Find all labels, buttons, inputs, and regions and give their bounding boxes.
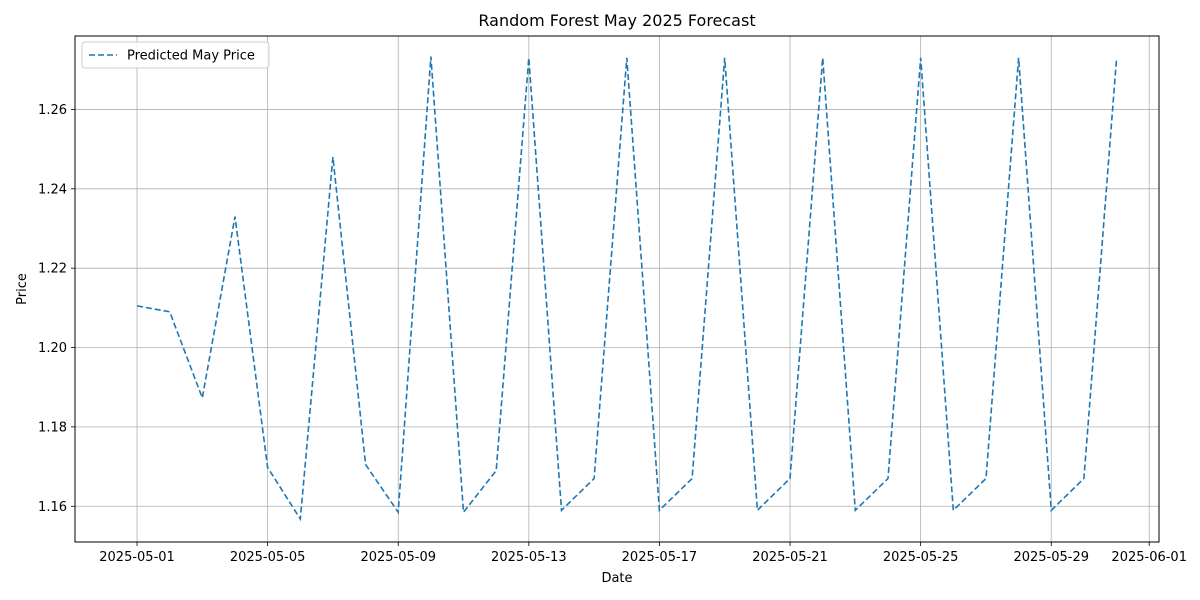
x-tick-label: 2025-05-29 [1013, 550, 1089, 565]
x-tick-label: 2025-05-09 [360, 550, 436, 565]
y-tick-label: 1.18 [38, 420, 67, 435]
legend-entry-predicted-may-price: Predicted May Price [127, 49, 255, 64]
y-tick-label: 1.22 [38, 262, 67, 277]
x-tick-label: 2025-06-01 [1111, 550, 1187, 565]
series-lines [136, 56, 1118, 522]
plot-frame [74, 35, 1160, 543]
y-tick-label: 1.20 [38, 341, 67, 356]
series-line-predicted-may-price [136, 56, 1118, 522]
x-tick-label: 2025-05-25 [883, 550, 959, 565]
x-axis-label: Date [601, 571, 632, 586]
y-tick-label: 1.26 [38, 103, 67, 118]
legend-box [81, 41, 270, 69]
x-tick-label: 2025-05-21 [752, 550, 828, 565]
chart-title: Random Forest May 2025 Forecast [478, 11, 755, 30]
x-tick-label: 2025-05-13 [491, 550, 567, 565]
legend: Predicted May Price [81, 41, 270, 69]
y-tick-label: 1.16 [38, 500, 67, 515]
y-tick-label: 1.24 [38, 182, 67, 197]
x-tick-label: 2025-05-05 [230, 550, 306, 565]
x-tick-label: 2025-05-17 [622, 550, 698, 565]
y-axis-label: Price [15, 273, 30, 305]
axis-ticks: 2025-05-01 2025-05-05 2025-05-09 2025-05-13… [38, 103, 1187, 565]
x-tick-label: 2025-05-01 [99, 550, 175, 565]
